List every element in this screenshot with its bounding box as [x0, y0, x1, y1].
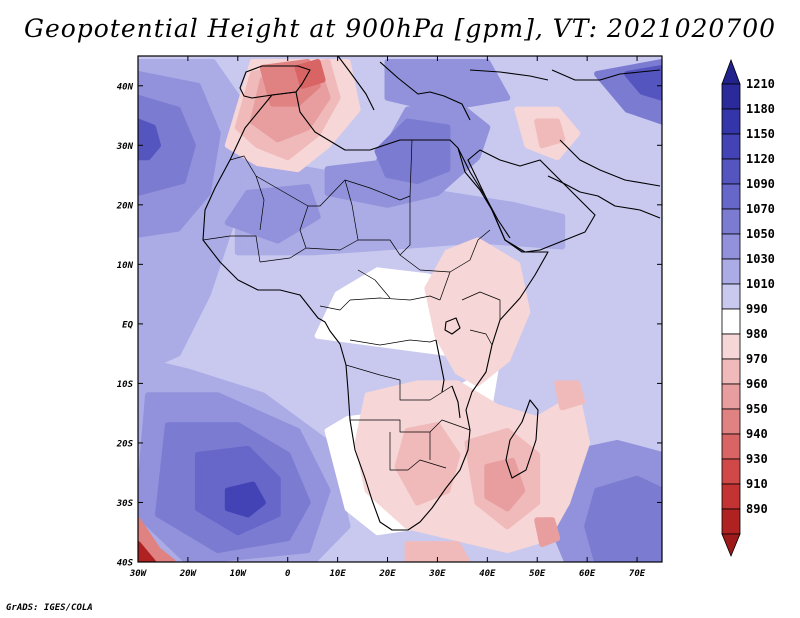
- region-mozambique-core: [484, 457, 526, 512]
- africa-coastline: [202, 91, 549, 531]
- colorbar-label: 1050: [746, 227, 775, 241]
- region-south-atlantic-center: [224, 481, 266, 518]
- lake-victoria: [444, 317, 461, 335]
- region-indian-ocean-core: [584, 475, 662, 562]
- colorbar-label: 970: [746, 352, 768, 366]
- coastlines: [202, 56, 661, 531]
- credit-label: GrADS: IGES/COLA: [6, 603, 93, 613]
- region-southwest-low-core: [138, 541, 156, 562]
- region-arabia-warm-core: [534, 118, 566, 149]
- colorbar-swatch: [721, 108, 741, 135]
- iberia-coastline: [239, 65, 311, 99]
- colorbar-label: 890: [746, 502, 768, 516]
- colorbar-label: 990: [746, 302, 768, 316]
- colorbar-label: 1120: [746, 152, 775, 166]
- mediterranean-north-coast: [337, 56, 661, 121]
- lake-malawi: [451, 385, 461, 419]
- colorbar-swatch: [721, 233, 741, 260]
- border-lines: [202, 139, 501, 471]
- colorbar-label: 940: [746, 427, 768, 441]
- colorbar-swatch: [721, 308, 741, 335]
- lon-tick-label: 0: [285, 569, 291, 579]
- axes: 30W 20W 10W 0 10E 20E 30E 40E 50E 60E 70E 40N 30N 20N…: [116, 56, 662, 579]
- lat-tick-label: 20S: [116, 439, 134, 449]
- lake-tanganyika: [435, 339, 445, 393]
- colorbar-label: 930: [746, 452, 768, 466]
- colorbar-swatch: [721, 383, 741, 410]
- region-persia-core: [624, 64, 662, 101]
- region-iberia-low-core: [294, 59, 326, 89]
- gulf-coast: [547, 175, 661, 219]
- colorbar-label: 1210: [746, 77, 775, 91]
- colorbar-swatch: [721, 508, 741, 535]
- lon-tick-label: 20E: [378, 569, 396, 579]
- persia-coast: [559, 139, 661, 187]
- lat-tick-label: 30N: [116, 142, 134, 152]
- colorbar-label: 1090: [746, 177, 775, 191]
- madagascar-coastline: [505, 399, 539, 479]
- colorbar-label: 960: [746, 377, 768, 391]
- lat-tick-label: 40S: [117, 559, 134, 569]
- colorbar-swatch: [721, 83, 741, 110]
- lon-tick-label: 30W: [129, 569, 148, 579]
- arabia-coastline: [467, 149, 596, 253]
- colorbar-swatch: [721, 408, 741, 435]
- colorbar-label: 1030: [746, 252, 775, 266]
- lat-tick-label: 10N: [117, 261, 134, 271]
- colorbar-swatch: [721, 283, 741, 310]
- region-black-sea-ridge: [384, 59, 511, 113]
- colorbar-label: 1150: [746, 127, 775, 141]
- lat-tick-label: 20N: [116, 201, 134, 211]
- lat-tick-label: 30S: [116, 499, 134, 509]
- lon-tick-label: 70E: [629, 569, 646, 579]
- colorbar-swatch: [721, 133, 741, 160]
- region-south-coast-low: [534, 517, 561, 548]
- field-layer: [138, 56, 662, 562]
- lon-tick-label: 20W: [179, 569, 198, 579]
- region-north-atlantic-core: [138, 94, 196, 196]
- colorbar-swatch: [721, 358, 741, 385]
- colorbar-swatch: [721, 433, 741, 460]
- lat-tick-label: 40N: [117, 82, 134, 92]
- region-egypt-core: [374, 118, 451, 184]
- lon-tick-label: 60E: [579, 569, 596, 579]
- lon-tick-label: 50E: [529, 569, 546, 579]
- chart-title: Geopotential Height at 900hPa [gpm], VT:…: [23, 14, 777, 43]
- lat-tick-label: 10S: [117, 380, 134, 390]
- colorbar-swatch: [721, 208, 741, 235]
- country-borders: [202, 139, 501, 471]
- region-east-africa-warm: [424, 237, 531, 387]
- lon-tick-label: 30E: [428, 569, 446, 579]
- colorbar-label: 950: [746, 402, 768, 416]
- lon-tick-label: 10E: [329, 569, 346, 579]
- region-indian-ocean-warm: [554, 380, 586, 411]
- colorbar-label: 1010: [746, 277, 775, 291]
- colorbar-swatch: [721, 333, 741, 360]
- colorbar-swatch: [721, 483, 741, 510]
- colorbar-bottom-arrow: [721, 533, 741, 558]
- colorbar-swatch: [721, 183, 741, 210]
- red-sea-coast: [457, 147, 511, 239]
- lon-tick-label: 40E: [479, 569, 496, 579]
- colorbar-swatch: [721, 458, 741, 485]
- colorbar: 1210 1180 1150 1120 1090 1070 1050 1030 1010 990 9…: [721, 58, 775, 558]
- region-southern-africa-low: [394, 422, 461, 506]
- region-north-atlantic-center: [138, 118, 161, 161]
- colorbar-label: 910: [746, 477, 768, 491]
- colorbar-label: 980: [746, 327, 768, 341]
- colorbar-label: 1180: [746, 102, 775, 116]
- colorbar-top-arrow: [721, 58, 741, 85]
- region-south-tip-low: [404, 541, 471, 562]
- colorbar-label: 1070: [746, 202, 775, 216]
- colorbar-swatch: [721, 258, 741, 285]
- colorbar-swatch: [721, 158, 741, 185]
- region-west-africa-ridge: [224, 184, 321, 244]
- plot-frame: [137, 55, 663, 563]
- lat-tick-label: EQ: [122, 320, 133, 330]
- lon-tick-label: 10W: [230, 569, 248, 579]
